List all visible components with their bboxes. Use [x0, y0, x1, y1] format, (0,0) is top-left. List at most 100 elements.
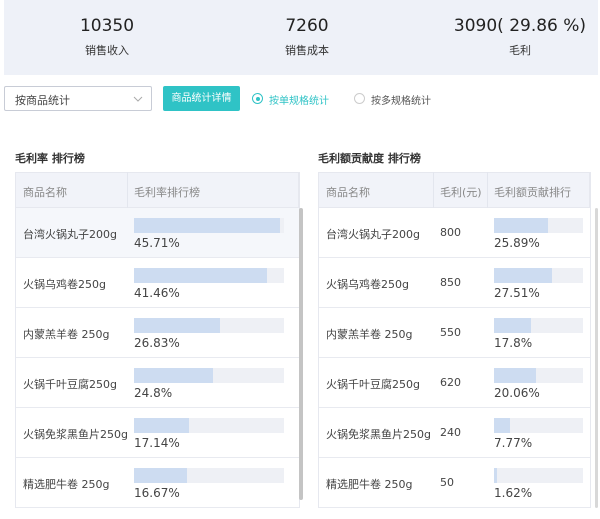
product-name: 精选肥牛卷 250g	[326, 478, 413, 491]
table-border	[15, 172, 16, 508]
product-name: 火锅乌鸡卷250g	[23, 278, 106, 291]
select-text: 按商品统计	[15, 94, 70, 107]
bar-track	[494, 318, 583, 333]
bar-track	[134, 418, 284, 433]
stat-value: 7260	[285, 16, 329, 36]
percent-label: 17.8%	[494, 336, 533, 350]
scrollbar[interactable]	[299, 208, 303, 500]
section-title: 毛利率 排行榜	[15, 152, 85, 165]
table-border	[590, 172, 591, 508]
bar	[134, 468, 188, 483]
stat-label: 销售收入	[85, 44, 129, 57]
radio-label[interactable]: 按多规格统计	[371, 96, 431, 107]
profit: 800	[440, 226, 461, 239]
percent-label: 25.89%	[494, 236, 540, 250]
percent-label: 20.06%	[494, 386, 540, 400]
bar-track	[134, 468, 284, 483]
percent-label: 1.62%	[494, 486, 533, 500]
column-divider	[487, 172, 488, 208]
radio-dot	[255, 96, 260, 101]
stat-value: 3090( 29.86 %)	[453, 16, 587, 36]
bar-track	[494, 468, 583, 483]
product-name: 台湾火锅丸子200g	[23, 228, 117, 241]
bar-track	[494, 218, 583, 233]
profit: 50	[440, 476, 454, 489]
bar-track	[134, 268, 284, 283]
bar	[494, 268, 552, 283]
table-row[interactable]	[318, 208, 590, 258]
column-header: 毛利(元)	[440, 186, 482, 199]
table-row[interactable]	[15, 408, 299, 458]
table-row[interactable]	[318, 258, 590, 308]
detail-button[interactable]: 商品统计详情	[163, 86, 240, 111]
section-title: 毛利额贡献度 排行榜	[318, 152, 421, 165]
bar-track	[494, 268, 583, 283]
column-header: 商品名称	[326, 186, 370, 199]
percent-label: 24.8%	[134, 386, 173, 400]
percent-label: 17.14%	[134, 436, 180, 450]
radio[interactable]	[252, 93, 263, 104]
bar-track	[494, 368, 583, 383]
table-header-bg	[15, 172, 299, 208]
product-name: 内蒙羔羊卷 250g	[23, 328, 110, 341]
stat-label: 销售成本	[285, 44, 329, 57]
product-name: 台湾火锅丸子200g	[326, 228, 420, 241]
bar	[134, 368, 214, 383]
product-name: 火锅千叶豆腐250g	[23, 378, 117, 391]
column-divider	[127, 172, 128, 208]
select-box[interactable]: 按商品统计	[4, 86, 152, 111]
table-row[interactable]	[318, 308, 590, 358]
bar	[494, 418, 511, 433]
bar-track	[134, 318, 284, 333]
bar-track	[134, 218, 284, 233]
percent-label: 41.46%	[134, 286, 180, 300]
bar-track	[494, 418, 583, 433]
scrollbar[interactable]	[595, 208, 598, 508]
column-header: 毛利率排行榜	[134, 186, 200, 199]
profit: 850	[440, 276, 461, 289]
percent-label: 16.67%	[134, 486, 180, 500]
profit: 550	[440, 326, 461, 339]
percent-label: 7.77%	[494, 436, 533, 450]
product-name: 火锅免浆黑鱼片250g	[326, 428, 431, 441]
bar	[134, 318, 220, 333]
table-row[interactable]	[318, 458, 590, 508]
profit: 620	[440, 376, 461, 389]
percent-label: 45.71%	[134, 236, 180, 250]
bar	[494, 318, 532, 333]
stat-value: 10350	[79, 16, 135, 36]
column-divider	[433, 172, 434, 208]
dropdown-arrow	[133, 96, 143, 102]
radio[interactable]	[354, 93, 365, 104]
table-row[interactable]	[15, 258, 299, 308]
summary-panel	[4, 0, 598, 75]
bar	[134, 218, 281, 233]
table-border	[318, 172, 319, 508]
column-header: 商品名称	[23, 186, 67, 199]
table-header-bg	[318, 172, 590, 208]
bar-track	[134, 368, 284, 383]
percent-label: 27.51%	[494, 286, 540, 300]
product-name: 火锅乌鸡卷250g	[326, 278, 409, 291]
bar	[494, 368, 537, 383]
product-name: 精选肥牛卷 250g	[23, 478, 110, 491]
percent-label: 26.83%	[134, 336, 180, 350]
product-name: 火锅千叶豆腐250g	[326, 378, 420, 391]
bar	[494, 218, 549, 233]
bar	[134, 268, 267, 283]
table-row[interactable]	[318, 358, 590, 408]
product-name: 火锅免浆黑鱼片250g	[23, 428, 128, 441]
table-row[interactable]	[15, 208, 299, 258]
profit: 240	[440, 426, 461, 439]
column-header: 毛利额贡献排行	[494, 186, 571, 199]
stat-label: 毛利	[509, 44, 531, 57]
table-row[interactable]	[15, 308, 299, 358]
table-row[interactable]	[15, 358, 299, 408]
radio-label[interactable]: 按单规格统计	[269, 96, 329, 107]
product-name: 内蒙羔羊卷 250g	[326, 328, 413, 341]
bar	[134, 418, 189, 433]
table-row[interactable]	[15, 458, 299, 508]
bar	[494, 468, 498, 483]
table-row[interactable]	[318, 408, 590, 458]
